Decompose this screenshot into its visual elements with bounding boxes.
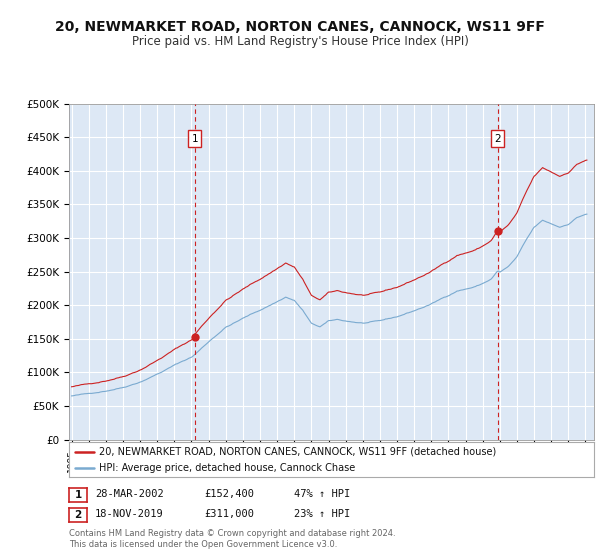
Text: 28-MAR-2002: 28-MAR-2002 [95,489,164,499]
Text: Price paid vs. HM Land Registry's House Price Index (HPI): Price paid vs. HM Land Registry's House … [131,35,469,48]
Text: 47% ↑ HPI: 47% ↑ HPI [294,489,350,499]
Text: £152,400: £152,400 [204,489,254,499]
Text: 20, NEWMARKET ROAD, NORTON CANES, CANNOCK, WS11 9FF: 20, NEWMARKET ROAD, NORTON CANES, CANNOC… [55,20,545,34]
Text: 18-NOV-2019: 18-NOV-2019 [95,509,164,519]
Text: 1: 1 [191,133,198,143]
Text: HPI: Average price, detached house, Cannock Chase: HPI: Average price, detached house, Cann… [100,463,356,473]
Text: 1: 1 [74,490,82,500]
Text: 20, NEWMARKET ROAD, NORTON CANES, CANNOCK, WS11 9FF (detached house): 20, NEWMARKET ROAD, NORTON CANES, CANNOC… [100,447,497,457]
Text: 2: 2 [494,133,501,143]
Text: 23% ↑ HPI: 23% ↑ HPI [294,509,350,519]
Text: £311,000: £311,000 [204,509,254,519]
Text: 2: 2 [74,510,82,520]
Text: Contains HM Land Registry data © Crown copyright and database right 2024.
This d: Contains HM Land Registry data © Crown c… [69,529,395,549]
